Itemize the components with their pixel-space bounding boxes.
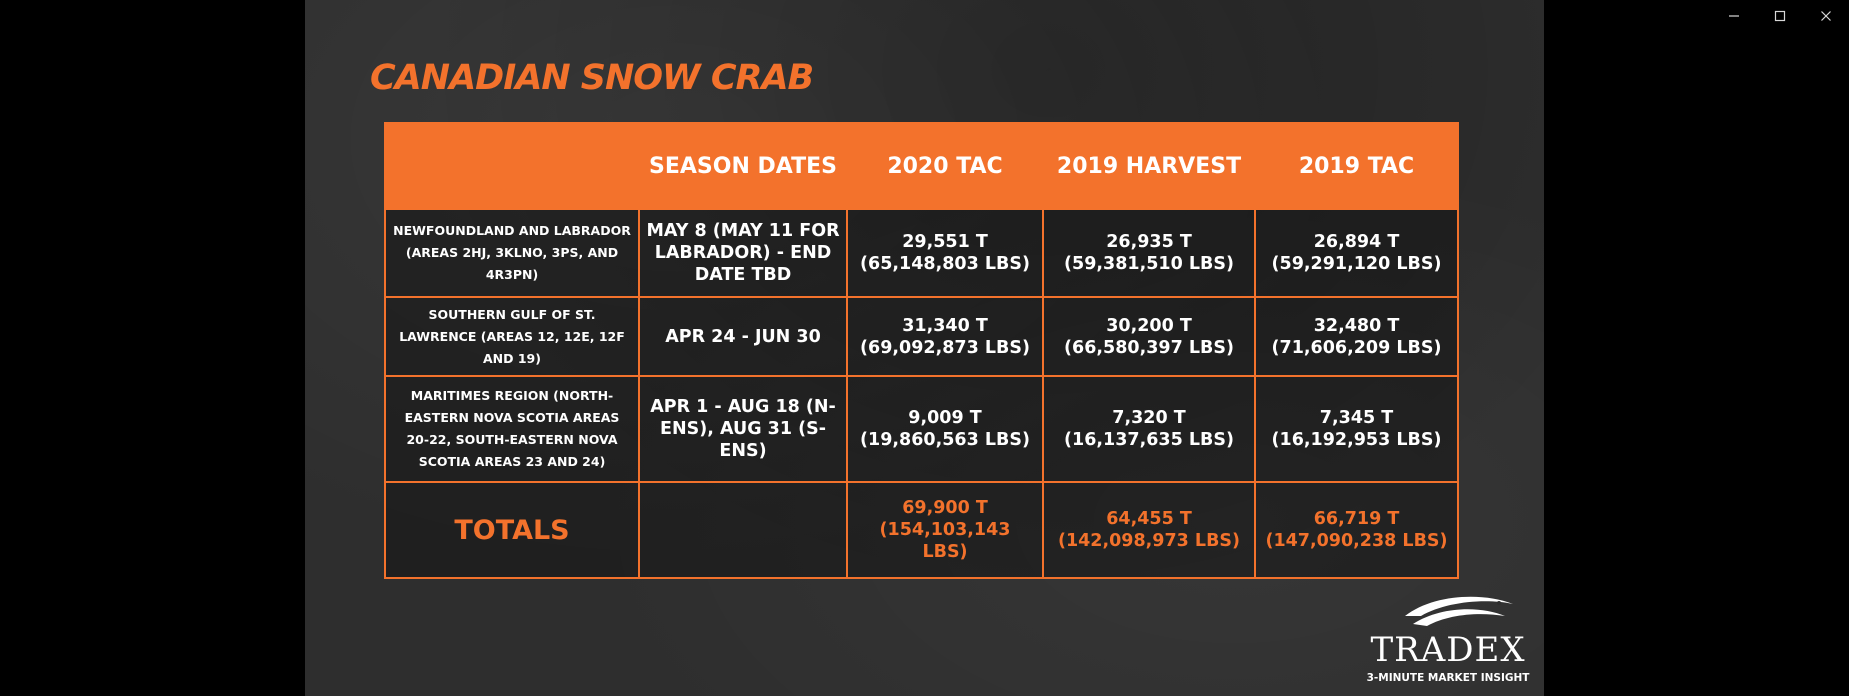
- region-cell: MARITIMES REGION (NORTH-EASTERN NOVA SCO…: [384, 375, 640, 483]
- table-row: NEWFOUNDLAND AND LABRADOR (AREAS 2HJ, 3K…: [384, 208, 1459, 298]
- slide: CANADIAN SNOW CRAB SEASON DATES 2020 TAC…: [305, 0, 1544, 696]
- totals-harvest-2019-cell: 64,455 T (142,098,973 LBS): [1042, 481, 1256, 579]
- header-cell-2020-tac: 2020 TAC: [846, 122, 1044, 210]
- window-controls: [1711, 0, 1849, 32]
- logo-tagline: 3-MINUTE MARKET INSIGHT: [1366, 672, 1530, 684]
- totals-tac-2020-cell: 69,900 T (154,103,143 LBS): [846, 481, 1044, 579]
- totals-row: TOTALS 69,900 T (154,103,143 LBS) 64,455…: [384, 481, 1459, 579]
- logo-wordmark: TRADEX: [1370, 630, 1526, 670]
- minimize-icon: [1729, 15, 1739, 17]
- tac-2020-cell: 9,009 T (19,860,563 LBS): [846, 375, 1044, 483]
- header-cell-season-dates: SEASON DATES: [638, 122, 848, 210]
- season-dates-cell: MAY 8 (MAY 11 FOR LABRADOR) - END DATE T…: [638, 208, 848, 298]
- harvest-2019-cell: 26,935 T (59,381,510 LBS): [1042, 208, 1256, 298]
- fish-swoosh-icon: [1405, 596, 1513, 626]
- header-cell-region: [384, 122, 640, 210]
- tac-2019-cell: 7,345 T (16,192,953 LBS): [1254, 375, 1459, 483]
- table-row: SOUTHERN GULF OF ST. LAWRENCE (AREAS 12,…: [384, 296, 1459, 377]
- header-cell-2019-tac: 2019 TAC: [1254, 122, 1459, 210]
- harvest-2019-cell: 7,320 T (16,137,635 LBS): [1042, 375, 1256, 483]
- tac-2019-cell: 32,480 T (71,606,209 LBS): [1254, 296, 1459, 377]
- table-header-row: SEASON DATES 2020 TAC 2019 HARVEST 2019 …: [384, 122, 1459, 210]
- season-dates-cell: APR 24 - JUN 30: [638, 296, 848, 377]
- harvest-2019-cell: 30,200 T (66,580,397 LBS): [1042, 296, 1256, 377]
- tac-2020-cell: 29,551 T (65,148,803 LBS): [846, 208, 1044, 298]
- close-button[interactable]: [1803, 0, 1849, 32]
- totals-label: TOTALS: [384, 481, 640, 579]
- tac-2020-cell: 31,340 T (69,092,873 LBS): [846, 296, 1044, 377]
- tac-2019-cell: 26,894 T (59,291,120 LBS): [1254, 208, 1459, 298]
- region-cell: SOUTHERN GULF OF ST. LAWRENCE (AREAS 12,…: [384, 296, 640, 377]
- close-icon: [1821, 11, 1831, 21]
- tradex-logo: TRADEX 3-MINUTE MARKET INSIGHT: [1363, 590, 1533, 685]
- totals-dates-cell: [638, 481, 848, 579]
- season-dates-cell: APR 1 - AUG 18 (N-ENS), AUG 31 (S-ENS): [638, 375, 848, 483]
- maximize-button[interactable]: [1757, 0, 1803, 32]
- header-cell-2019-harvest: 2019 HARVEST: [1042, 122, 1256, 210]
- maximize-icon: [1774, 10, 1786, 22]
- table-row: MARITIMES REGION (NORTH-EASTERN NOVA SCO…: [384, 375, 1459, 483]
- totals-tac-2019-cell: 66,719 T (147,090,238 LBS): [1254, 481, 1459, 579]
- slide-title: CANADIAN SNOW CRAB: [370, 58, 814, 98]
- region-cell: NEWFOUNDLAND AND LABRADOR (AREAS 2HJ, 3K…: [384, 208, 640, 298]
- crab-quota-table: SEASON DATES 2020 TAC 2019 HARVEST 2019 …: [384, 122, 1459, 579]
- minimize-button[interactable]: [1711, 0, 1757, 32]
